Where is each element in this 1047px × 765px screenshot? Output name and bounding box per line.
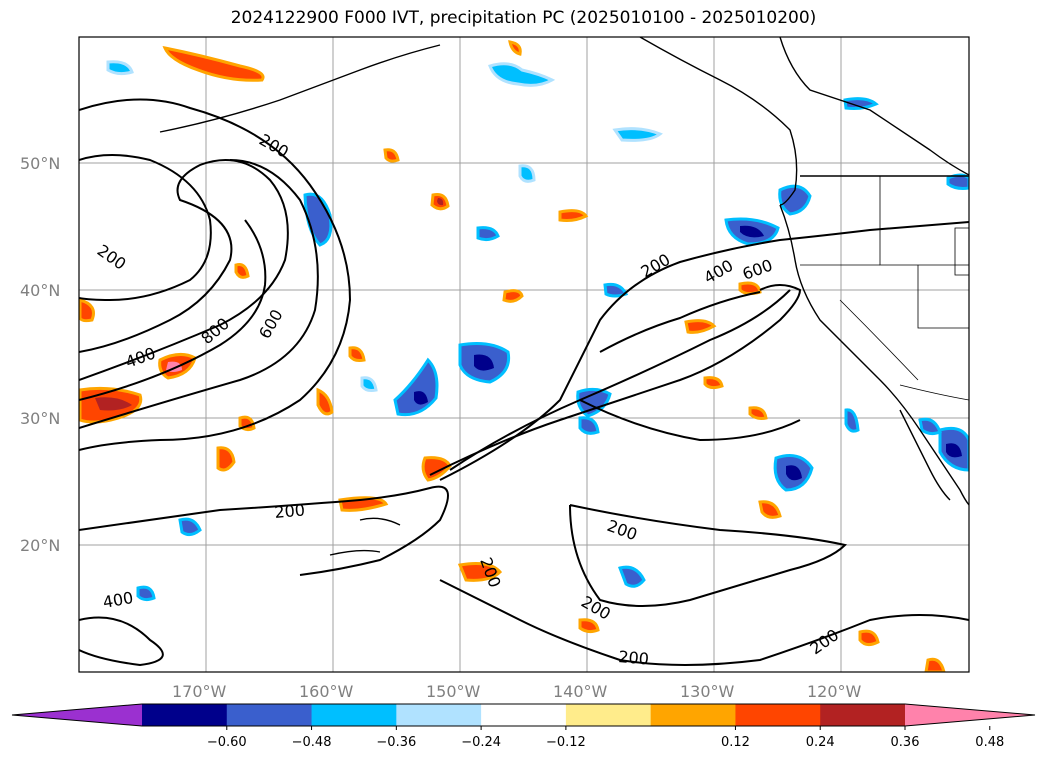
colorbar-segment [142,704,228,726]
blob-warm [508,40,522,56]
blob-cool [578,416,600,435]
colorbar-tick-label: −0.48 [292,735,332,750]
colorbar-tick-label: 0.12 [721,735,750,750]
ivt-contour-400 [79,159,289,381]
blob-warm [79,298,95,323]
blob-warm [216,446,236,472]
colorbar-outline [11,703,1036,727]
colorbar-tick-label: 0.24 [806,735,835,750]
blob-cool [843,97,879,110]
blob-cool [476,226,500,242]
lon-label: 160°W [299,682,354,701]
colorbar-extend-high [905,704,1035,726]
contour-label: 200 [618,647,650,669]
blob-warm [924,657,946,672]
ivt-contour-200 [79,485,449,576]
blob-warm [703,376,724,390]
ivt-contour-600 [449,289,791,471]
lon-label: 120°W [807,682,862,701]
blob-cool [106,60,134,76]
lat-label: 40°N [20,281,60,300]
plot-area [79,37,969,672]
lat-label: 50°N [20,154,60,173]
contour-label: 200 [274,500,306,522]
blob-cool [488,62,556,87]
blob-warm [558,209,589,222]
colorbar-tick-label: −0.12 [546,735,586,750]
colorbar: −0.60 −0.48 −0.36 −0.24 −0.12 0.12 0.24 0.36 0.4… [11,703,1036,750]
colorbar-extend-low [12,704,142,726]
ivt-contour-600 [79,159,319,429]
colorbar-tick-label: −0.60 [207,735,247,750]
colorbar-segment [311,704,397,726]
blob-cool [612,127,663,142]
lon-label: 130°W [680,682,735,701]
colorbar-tick-label: −0.24 [461,735,501,750]
blob-warm [758,500,782,519]
ivt-contour-400 [429,284,802,476]
precip-anomaly-blobs [79,40,969,672]
ivt-contour-200 [599,291,761,353]
blob-warm [383,148,400,163]
lon-label: 140°W [553,682,608,701]
ivt-contours [79,98,969,667]
blob-warm [578,618,600,634]
ivt-contour-200 [439,221,969,481]
ivt-contour-400 [79,616,164,667]
ivt-contour-200 [79,98,352,451]
ivt-contour-800 [79,219,267,401]
colorbar-segment [735,704,821,726]
blob-cool [360,376,378,392]
blob-cool [918,417,942,436]
colorbar-segment [565,704,652,726]
ivt-contour-200 [569,504,847,607]
longitude-labels: 170°W 160°W 150°W 140°W 130°W 120°W [172,682,862,701]
colorbar-segment [396,704,482,726]
lat-label: 30°N [20,409,60,428]
colorbar-tick-label: −0.36 [376,735,416,750]
blob-warm [316,387,334,416]
lat-label: 20°N [20,536,60,555]
blob-cool [946,173,969,190]
blob-warm [502,289,524,303]
blob-cool [178,517,202,537]
plot-frame [78,36,970,673]
blob-warm [348,346,366,362]
blob-cool [618,565,646,588]
colorbar-tick-label: 0.36 [891,735,920,750]
lon-label: 170°W [172,682,227,701]
blob-warm [162,45,265,82]
colorbar-segment [226,704,313,726]
latitude-labels: 50°N 40°N 30°N 20°N [20,154,60,555]
coastline [159,37,969,556]
blob-cool [518,164,536,183]
colorbar-segment [820,704,906,726]
blob-warm [457,562,503,582]
ivt-contour-200 [439,579,969,666]
colorbar-segment [650,704,736,726]
blob-warm [748,406,768,420]
blob-warm [234,263,250,279]
lon-label: 150°W [426,682,481,701]
blob-warm [858,629,880,647]
blob-cool [844,408,860,433]
map-title: 2024122900 F000 IVT, precipitation PC (2… [230,8,817,28]
blob-warm [684,319,717,334]
blob-cool [576,387,612,418]
colorbar-segment [481,704,567,726]
blob-cool [136,585,156,602]
colorbar-tick-label: 0.48 [975,735,1004,750]
blob-cool [603,282,629,298]
